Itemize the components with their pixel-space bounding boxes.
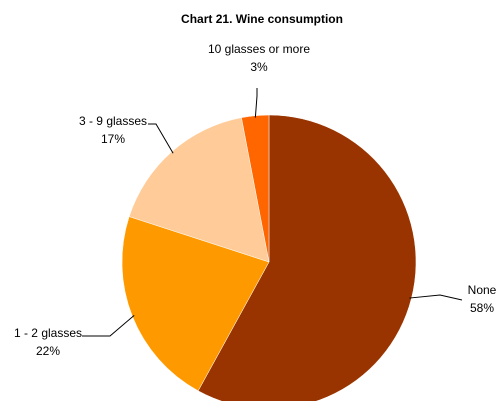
leader-line — [82, 314, 135, 337]
slice-label: 10 glasses or more — [208, 42, 310, 56]
slice-label: 3 - 9 glasses — [79, 114, 147, 128]
slice-value-label: 58% — [470, 301, 494, 315]
slice-label: 1 - 2 glasses — [14, 326, 82, 340]
slice-value-label: 22% — [36, 344, 60, 358]
pie-slice — [121, 216, 270, 392]
chart-title: Chart 21. Wine consumption — [181, 12, 343, 26]
leader-line — [148, 123, 174, 154]
leader-line — [254, 88, 258, 118]
slice-value-label: 3% — [250, 60, 268, 74]
slice-label: None — [468, 283, 497, 297]
leader-line — [409, 294, 463, 301]
pie-slice — [197, 114, 417, 401]
slice-value-label: 17% — [101, 132, 125, 146]
